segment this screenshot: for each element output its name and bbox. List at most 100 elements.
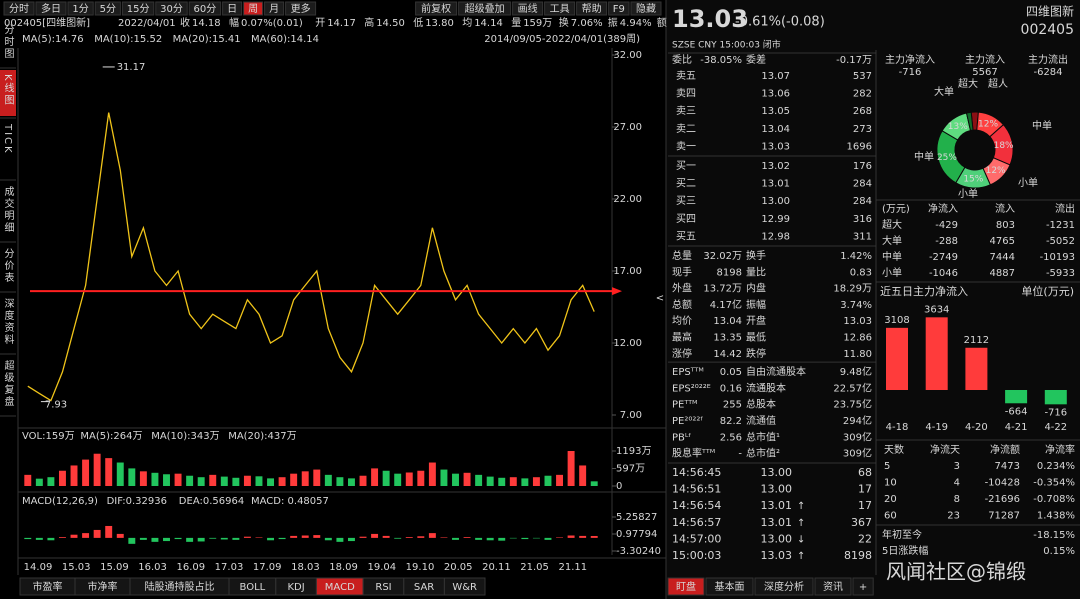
toolbar-label[interactable]: 5分 [100,3,116,15]
bottom-tab-label[interactable]: 陆股通持股占比 [145,580,215,593]
toolbar-button[interactable] [35,1,67,16]
period-header: 天数 [884,443,904,456]
toolbar-button[interactable] [512,1,544,16]
flow-table-header: 流出 [1055,202,1075,215]
bar [486,476,494,486]
sidebar-tab[interactable]: 超级复盘 [2,359,14,408]
bottom-tab-label[interactable]: W&R [452,582,477,593]
stat-value: 3.74% [840,300,872,311]
right-panel [666,0,1080,599]
stat-value: 8198 [717,267,742,278]
bottom-tab-label[interactable]: 市净率 [88,580,118,593]
right-tab[interactable] [852,577,874,596]
bar [417,470,425,486]
tick-price: 13.03 [761,549,793,562]
vol-tick-label: 1193万 [616,446,651,457]
toolbar-label[interactable]: 前复权 [421,2,451,15]
toolbar-label[interactable]: 超级叠加 [465,2,505,15]
stat-value: 2.56 [720,432,742,443]
bottom-tab-label[interactable]: KDJ [287,582,304,593]
bottom-tab-label[interactable]: BOLL [240,582,266,593]
toolbar-label[interactable]: 隐藏 [636,3,656,15]
right-tab-label[interactable]: 深度分析 [764,580,804,593]
right-tab-label[interactable]: 基本面 [715,580,745,593]
toolbar-button[interactable] [94,1,121,16]
toolbar-button[interactable] [155,1,188,16]
toolbar-button[interactable] [243,1,264,16]
x-tick-label: 19.04 [367,562,396,573]
sidebar-tab[interactable]: 成交明细 [2,186,14,234]
toolbar-label[interactable]: 60分 [194,3,217,15]
toolbar-label[interactable]: 帮助 [582,2,602,15]
sidebar-tab[interactable]: 深度资料 [2,298,14,346]
price-tick-label: 12.00 [613,338,642,349]
sidebar-tab[interactable]: 分价表 [2,248,14,284]
toolbar-label[interactable]: 15分 [127,3,150,15]
bottom-tab-label[interactable]: SAR [414,582,434,593]
toolbar-label[interactable]: 日 [227,4,237,15]
bottom-tab[interactable] [443,577,486,596]
toolbar-button[interactable] [608,1,630,16]
toolbar-label[interactable]: 工具 [550,3,570,15]
toolbar-button[interactable] [576,1,608,16]
toolbar-label[interactable]: 多日 [41,2,61,15]
period-cell: 3 [954,461,960,472]
period-cell: -0.708% [1033,494,1075,505]
toolbar-label[interactable]: 月 [269,3,279,15]
ob-side: 卖三 [676,105,696,117]
bar [128,468,136,486]
right-tab[interactable] [705,577,754,596]
sidebar-active[interactable] [0,70,16,116]
bar [35,537,43,540]
toolbar-button[interactable] [264,1,285,16]
tick-time: 14:56:57 [672,516,721,529]
period-cell: 5 [884,461,890,472]
ob-volume: 284 [853,196,872,207]
right-tab-label[interactable]: 资讯 [823,581,843,593]
toolbar-button[interactable] [3,1,35,16]
toolbar-button[interactable] [544,1,576,16]
right-tab-label[interactable]: 盯盘 [676,580,696,593]
sidebar-tab[interactable]: K线图 [2,74,14,107]
quote-label: 开 [315,18,325,29]
sidebar-tab[interactable]: TICK [2,123,13,155]
toolbar-label[interactable]: 分时 [9,3,29,15]
bar [347,478,355,486]
toolbar-button[interactable] [222,1,243,16]
bottom-tab-label[interactable]: MACD [325,582,355,593]
bar [82,533,90,538]
bar [521,478,529,486]
stat-label: 流通值 [746,414,776,427]
x-tick-label: 15.03 [62,562,91,573]
ytd-value: -18.15% [1033,530,1075,541]
toolbar-button[interactable] [188,1,222,16]
right-tab[interactable] [667,577,705,596]
toolbar-label[interactable]: 30分 [160,3,183,15]
toolbar-button[interactable] [67,1,94,16]
bar [509,477,517,486]
toolbar-button[interactable] [415,1,458,16]
period-cell: 7473 [995,461,1020,472]
flow-table-cell: 中单 [882,250,902,263]
toolbar-label[interactable]: F9 [613,4,625,15]
sidebar-tab[interactable]: 分时图 [2,24,14,60]
stat-label: EPSᵀᵀᴹ [672,367,704,378]
ob-price: 13.00 [761,196,790,207]
right-tab-label[interactable]: + [859,582,867,593]
right-tab[interactable] [754,577,814,596]
bottom-tab-label[interactable]: RSI [375,582,391,593]
toolbar-label[interactable]: 更多 [291,2,311,15]
toolbar-button[interactable] [285,1,317,16]
collapse-arrow[interactable]: < [656,293,664,304]
toolbar-button[interactable] [121,1,155,16]
right-tab[interactable] [814,577,852,596]
bar [243,536,251,538]
toolbar-label[interactable]: 周 [248,3,258,15]
toolbar-button[interactable] [458,1,512,16]
bottom-tab-label[interactable]: 市盈率 [33,580,63,593]
toolbar-label[interactable]: 画线 [518,2,538,15]
toolbar-button[interactable] [630,1,662,16]
slice-label: 12% [986,166,1006,176]
bar [209,537,217,539]
toolbar-label[interactable]: 1分 [72,3,88,15]
